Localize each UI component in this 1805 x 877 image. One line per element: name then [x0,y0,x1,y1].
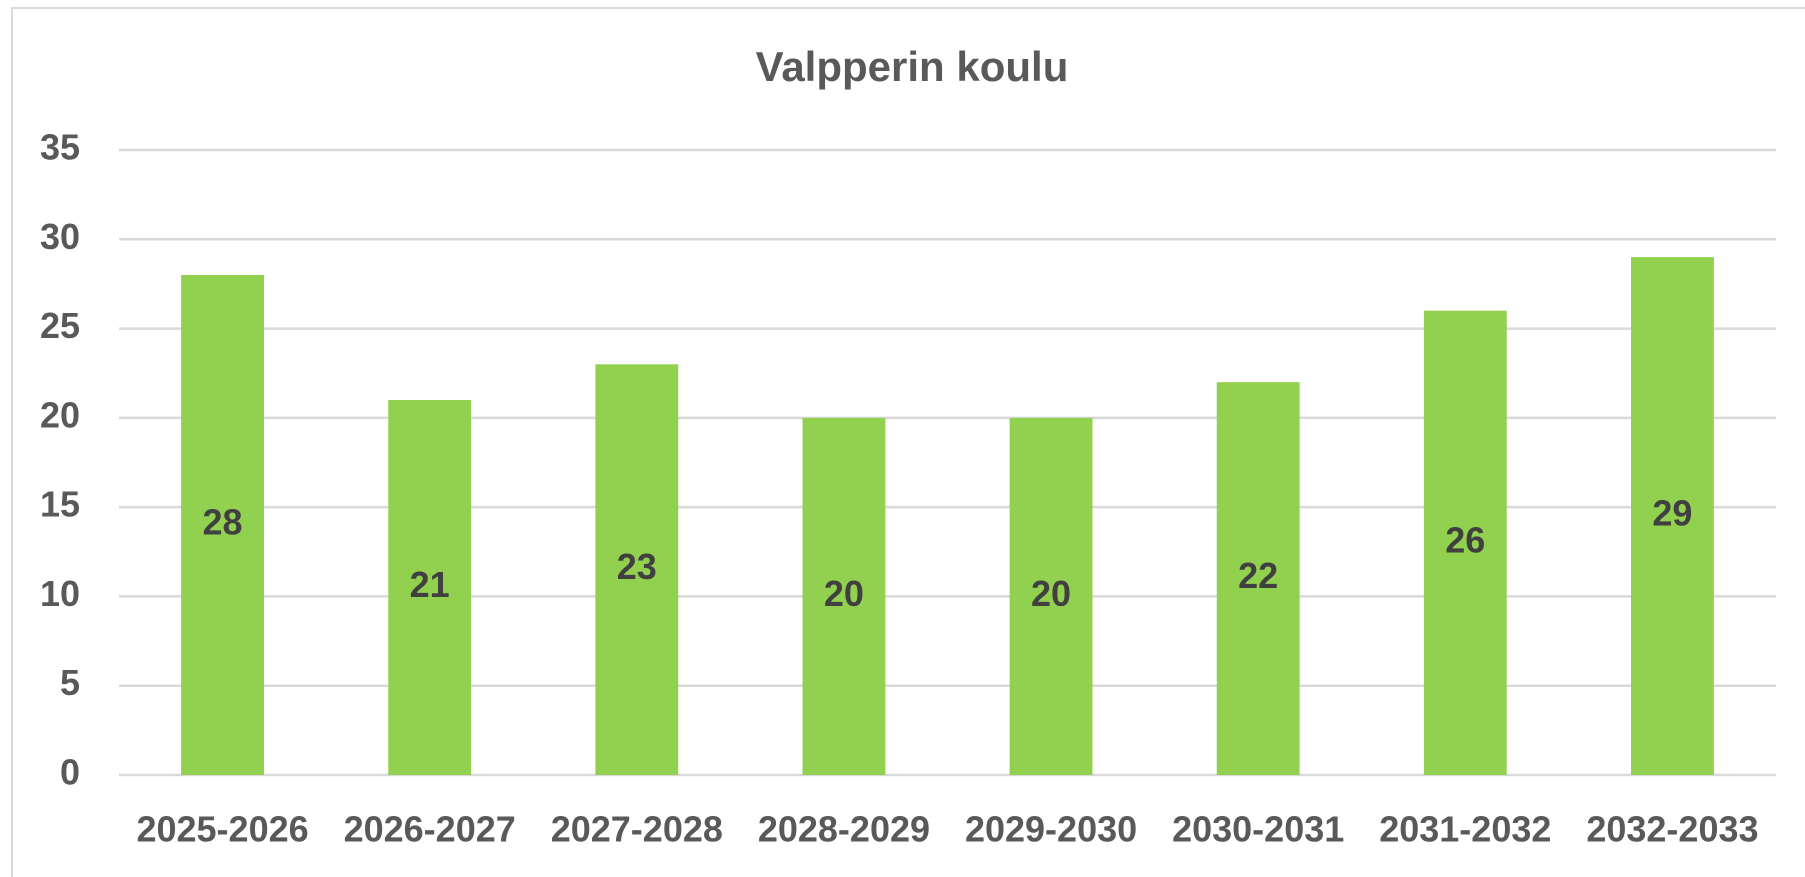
y-tick-label: 35 [40,127,80,168]
data-label: 22 [1238,555,1278,596]
x-tick-label: 2031-2032 [1379,809,1551,850]
y-tick-label: 25 [40,305,80,346]
data-label: 20 [824,573,864,614]
bar [802,417,886,775]
y-tick-label: 20 [40,394,80,435]
data-label: 21 [410,564,450,605]
data-label: 26 [1445,519,1485,560]
bar [181,275,264,775]
x-tick-label: 2026-2027 [344,809,516,850]
x-tick-label: 2025-2026 [136,809,308,850]
y-tick-label: 0 [60,752,80,793]
x-tick-label: 2029-2030 [965,809,1137,850]
data-label: 20 [1031,573,1071,614]
bar [1423,310,1507,775]
chart-border [11,7,1805,877]
data-label: 23 [617,546,657,587]
data-label: 28 [203,502,243,543]
y-tick-label: 5 [60,662,80,703]
y-tick-label: 30 [40,216,80,257]
chart-title: Valpperin koulu [756,43,1069,90]
bar [595,364,679,775]
y-tick-label: 15 [40,484,80,525]
bar [1216,382,1300,775]
data-label: 29 [1652,493,1692,534]
bar [1009,417,1093,775]
x-tick-label: 2028-2029 [758,809,930,850]
x-tick-label: 2027-2028 [551,809,723,850]
x-tick-label: 2030-2031 [1172,809,1344,850]
bar [1631,257,1714,776]
y-tick-label: 10 [40,573,80,614]
bar [388,400,472,775]
x-tick-label: 2032-2033 [1586,809,1758,850]
